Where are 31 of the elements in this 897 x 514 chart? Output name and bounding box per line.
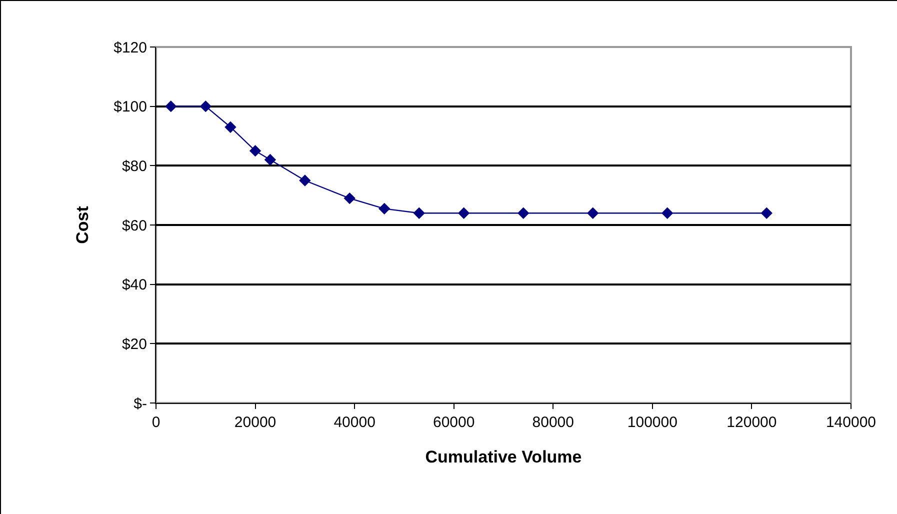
x-tick-label: 120000: [726, 414, 777, 431]
point: [518, 207, 530, 219]
point: [299, 174, 311, 186]
point: [661, 207, 674, 219]
x-tick-label: 40000: [334, 414, 376, 431]
y-tick-label: $120: [114, 39, 147, 56]
y-tick-label: $100: [114, 98, 147, 116]
x-axis-title: Cumulative Volume: [425, 447, 582, 466]
x-tick-label: 20000: [234, 414, 276, 431]
point: [760, 207, 772, 219]
point: [587, 207, 599, 219]
x-tick-label: 60000: [433, 414, 475, 431]
point: [378, 202, 390, 215]
point: [200, 100, 212, 112]
point: [249, 144, 262, 157]
y-tick-label: $20: [122, 336, 147, 353]
point: [458, 207, 470, 219]
point: [344, 192, 356, 204]
y-tick-label: $40: [122, 276, 147, 294]
y-axis-title: Cost: [73, 206, 92, 244]
point: [413, 207, 425, 219]
point: [264, 154, 276, 166]
x-tick-label: 0: [152, 414, 160, 431]
y-tick-label: $-: [134, 395, 147, 412]
point: [165, 100, 177, 112]
point: [224, 121, 236, 133]
x-tick-label: 140000: [826, 414, 876, 431]
y-tick-label: $60: [122, 217, 147, 234]
x-tick-label: 80000: [532, 414, 574, 431]
x-tick-label: 100000: [627, 414, 678, 431]
y-tick-label: $80: [122, 158, 147, 175]
